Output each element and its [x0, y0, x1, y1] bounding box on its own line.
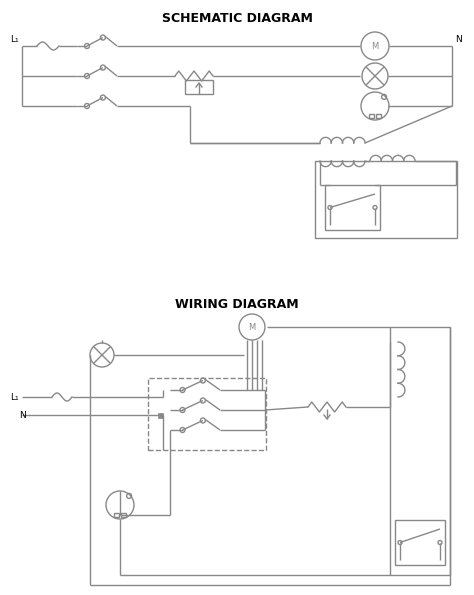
Bar: [158, 413, 163, 418]
Text: WIRING DIAGRAM: WIRING DIAGRAM: [175, 298, 299, 311]
Text: SCHEMATIC DIAGRAM: SCHEMATIC DIAGRAM: [162, 12, 312, 25]
Bar: [121, 513, 126, 517]
Bar: [395, 520, 445, 565]
Bar: [185, 80, 213, 94]
Bar: [376, 114, 381, 118]
Text: L₁: L₁: [10, 35, 19, 44]
Text: N: N: [19, 411, 26, 419]
Text: L₁: L₁: [10, 393, 19, 402]
Bar: [325, 185, 380, 230]
Bar: [369, 114, 374, 118]
Bar: [315, 161, 457, 238]
Text: M: M: [371, 42, 379, 51]
Bar: [114, 513, 119, 517]
Text: M: M: [248, 322, 255, 331]
Bar: [148, 378, 266, 450]
Text: N: N: [455, 35, 462, 44]
Bar: [390, 327, 450, 575]
